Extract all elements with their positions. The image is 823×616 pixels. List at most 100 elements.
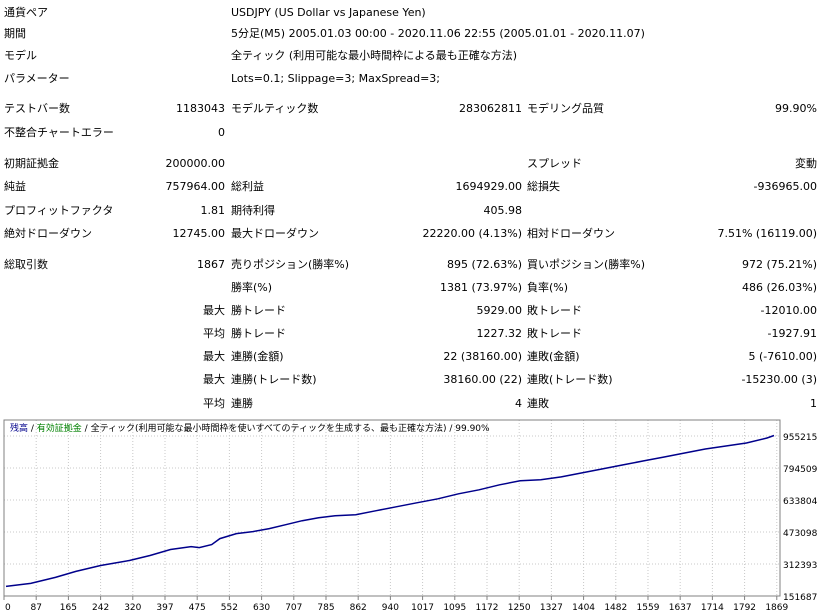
max-consec-loss-value: -15230.00 (3) (741, 373, 817, 386)
params-label: パラメーター (4, 72, 70, 85)
x-tick-label: 785 (317, 603, 334, 613)
y-tick-label: 151687 (783, 593, 817, 603)
max-drawdown-value: 22220.00 (4.13%) (422, 227, 522, 240)
bars-value: 1183043 (176, 102, 225, 115)
expected-payoff-value: 405.98 (483, 204, 523, 217)
bars-label: テストバー数 (4, 102, 70, 115)
max-consec-wins-label: 連勝(金額) (231, 350, 284, 363)
x-tick-label: 1482 (604, 603, 627, 613)
rel-drawdown-value: 7.51% (16119.00) (717, 227, 817, 240)
deposit-value: 200000.00 (165, 157, 226, 170)
net-profit-value: 757964.00 (165, 180, 226, 193)
y-tick-label: 955215 (783, 433, 817, 443)
x-tick-label: 87 (30, 603, 41, 613)
legend-description: 全ティック(利用可能な最小時間枠を使いすべてのティックを生成する、最も正確な方法… (90, 424, 490, 434)
net-profit-label: 純益 (4, 180, 26, 193)
chart-legend: 残高 / 有効証拠金 / 全ティック(利用可能な最小時間枠を使いすべてのティック… (10, 423, 490, 435)
max-consec-count-prefix: 最大 (203, 373, 225, 386)
period-label: 期間 (4, 27, 26, 40)
legend-sep-1: / (28, 424, 37, 434)
symbol-label: 通貨ペア (4, 6, 48, 19)
avg-win-label: 勝トレード (231, 327, 286, 340)
expected-payoff-label: 期待利得 (231, 204, 275, 217)
x-tick-label: 1869 (765, 603, 788, 613)
x-tick-label: 475 (189, 603, 206, 613)
x-tick-label: 1637 (669, 603, 692, 613)
avg-consec-losses-value: 1 (810, 397, 817, 410)
win-rate-label: 勝率(%) (231, 281, 273, 294)
avg-consec-losses-label: 連敗 (527, 397, 549, 410)
loss-rate-value: 486 (26.03%) (741, 281, 817, 294)
ticks-label: モデルティック数 (231, 102, 319, 115)
largest-win-label: 勝トレード (231, 304, 286, 317)
abs-drawdown-value: 12745.00 (172, 227, 226, 240)
largest-loss-value: -12010.00 (760, 304, 817, 317)
period-value: 5分足(M5) 2005.01.03 00:00 - 2020.11.06 22… (231, 27, 645, 40)
gross-loss-label: 総損失 (527, 180, 560, 193)
legend-equity: 有効証拠金 (36, 424, 82, 434)
y-tick-label: 473098 (783, 529, 818, 539)
avg-consec-prefix: 平均 (203, 397, 225, 410)
largest-win-value: 5929.00 (476, 304, 523, 317)
avg-loss-label: 敗トレード (527, 327, 582, 340)
rel-drawdown-label: 相対ドローダウン (527, 227, 615, 240)
x-tick-label: 940 (382, 603, 399, 613)
x-tick-label: 1172 (476, 603, 499, 613)
short-positions-value: 895 (72.63%) (446, 258, 522, 271)
quality-value: 99.90% (775, 102, 817, 115)
symbol-value: USDJPY (US Dollar vs Japanese Yen) (231, 6, 426, 19)
chart-frame (3, 419, 781, 597)
legend-sep-2: / (81, 424, 91, 434)
x-tick-label: 552 (221, 603, 238, 613)
y-tick-label: 794509 (783, 465, 818, 475)
win-rate-value: 1381 (73.97%) (439, 281, 522, 294)
max-consec-prefix: 最大 (203, 350, 225, 363)
avg-loss-value: -1927.91 (767, 327, 817, 340)
x-tick-label: 165 (60, 603, 77, 613)
spread-label: スプレッド (527, 157, 582, 170)
x-tick-label: 1250 (508, 603, 531, 613)
profit-factor-value: 1.81 (200, 204, 226, 217)
x-tick-label: 320 (124, 603, 141, 613)
max-consec-losses-value: 5 (-7610.00) (748, 350, 817, 363)
gross-profit-value: 1694929.00 (455, 180, 522, 193)
x-tick-label: 1327 (540, 603, 563, 613)
max-drawdown-label: 最大ドローダウン (231, 227, 319, 240)
largest-prefix: 最大 (203, 304, 225, 317)
y-tick-label: 312393 (783, 561, 817, 571)
x-tick-label: 630 (253, 603, 270, 613)
x-tick-label: 1404 (572, 603, 595, 613)
x-tick-label: 1559 (637, 603, 660, 613)
x-tick-label: 862 (350, 603, 367, 613)
x-tick-label: 707 (285, 603, 302, 613)
chart-series (5, 434, 775, 588)
loss-rate-label: 負率(%) (527, 281, 569, 294)
max-consec-profit-value: 38160.00 (22) (443, 373, 522, 386)
gross-loss-value: -936965.00 (753, 180, 817, 193)
mismatch-value: 0 (218, 126, 225, 139)
chart-x-ticks: 0 87 165 242 320 397 475 552 630 707 785 862 940 1017… (3, 596, 789, 613)
long-positions-label: 買いポジション(勝率%) (527, 258, 646, 271)
x-tick-label: 1714 (701, 603, 724, 613)
average-prefix: 平均 (203, 327, 225, 340)
x-tick-label: 0 (5, 603, 11, 613)
largest-loss-label: 敗トレード (527, 304, 582, 317)
total-trades-value: 1867 (197, 258, 225, 271)
avg-consec-wins-label: 連勝 (231, 397, 253, 410)
avg-consec-wins-value: 4 (515, 397, 522, 410)
model-label: モデル (4, 49, 37, 62)
deposit-label: 初期証拠金 (4, 157, 59, 170)
max-consec-losses-label: 連敗(金額) (527, 350, 580, 363)
abs-drawdown-label: 絶対ドローダウン (4, 227, 92, 240)
balance-line (5, 434, 775, 588)
ticks-value: 283062811 (459, 102, 522, 115)
x-tick-label: 1017 (411, 603, 434, 613)
short-positions-label: 売りポジション(勝率%) (231, 258, 350, 271)
max-consec-profit-label: 連勝(トレード数) (231, 373, 317, 386)
model-value: 全ティック (利用可能な最小時間枠による最も正確な方法) (231, 49, 518, 62)
long-positions-value: 972 (75.21%) (741, 258, 817, 271)
mismatch-label: 不整合チャートエラー (4, 126, 114, 139)
x-tick-label: 242 (92, 603, 109, 613)
total-trades-label: 総取引数 (4, 258, 48, 271)
avg-win-value: 1227.32 (476, 327, 523, 340)
